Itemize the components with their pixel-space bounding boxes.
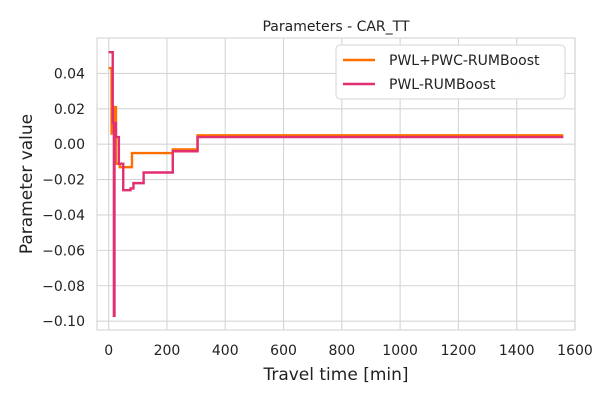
y-tick-label: −0.08 [42,279,85,295]
y-tick-label: −0.06 [42,243,85,259]
x-tick-label: 1400 [499,343,535,359]
x-axis-label: Travel time [min] [262,365,408,385]
series-pwl-rumboost-line [108,50,564,318]
x-tick-label: 0 [104,343,113,359]
y-axis-label: Parameter value [17,114,37,254]
legend-label: PWL-RUMBoost [389,77,496,93]
x-tick-label: 800 [328,343,355,359]
y-tick-label: −0.04 [42,208,85,224]
series-layer [108,50,564,318]
legend-box [335,44,566,100]
y-tick-label: 0.04 [54,66,85,82]
y-tick-label: −0.02 [42,173,85,189]
x-tick-label: 1200 [441,343,477,359]
y-tick-label: −0.10 [42,314,85,330]
x-tick-label: 1000 [382,343,418,359]
chart-title: Parameters - CAR_TT [262,19,409,35]
x-tick-label: 1600 [557,343,593,359]
x-tick-label: 600 [270,343,297,359]
ticks-layer: 0 200 400 600 800 1000 1200 1400 1600 0.04 0.02 0.0… [42,66,593,359]
y-tick-label: 0.00 [54,137,85,153]
legend: PWL+PWC-RUMBoost PWL-RUMBoost [335,44,566,100]
x-tick-label: 400 [212,343,239,359]
y-tick-label: 0.02 [54,102,85,118]
x-tick-label: 200 [154,343,181,359]
legend-label: PWL+PWC-RUMBoost [389,53,540,69]
